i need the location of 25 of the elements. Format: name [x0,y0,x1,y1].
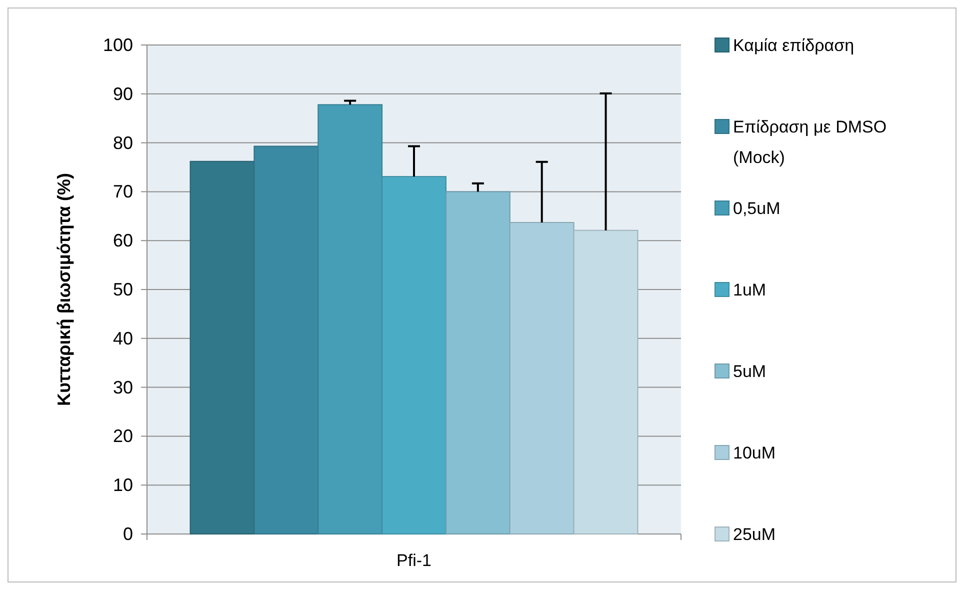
y-tick-label: 50 [112,280,133,300]
legend-label: Επίδραση με DMSO (Mock) [733,117,887,167]
y-tick-label: 100 [102,35,133,55]
legend-label: 1uM [733,280,766,299]
y-tick-label: 0 [122,524,133,544]
y-tick-label: 40 [112,328,133,348]
y-tick-label: 10 [112,475,133,496]
legend-label: 0,5uM [733,198,780,218]
bar [318,104,383,534]
legend-label: 5uM [733,362,766,380]
y-tick-label: 80 [112,132,133,153]
bar [509,222,574,534]
legend-label: Καμία επίδραση [733,36,854,54]
legend-label: 10uM [733,443,776,462]
y-tick-label: 30 [112,377,133,398]
bar [382,176,446,534]
y-axis-title: Κυτταρική βιωσιμότητα (%) [54,173,74,406]
y-tick-label: 90 [112,84,133,104]
y-tick-label: 70 [112,182,133,202]
y-tick-label: 20 [112,426,133,446]
legend-label: 25uM [733,524,776,544]
bar [573,230,638,534]
bar [445,191,510,534]
x-tick-label: Pfi-1 [396,551,432,570]
y-tick-label: 60 [112,230,133,251]
